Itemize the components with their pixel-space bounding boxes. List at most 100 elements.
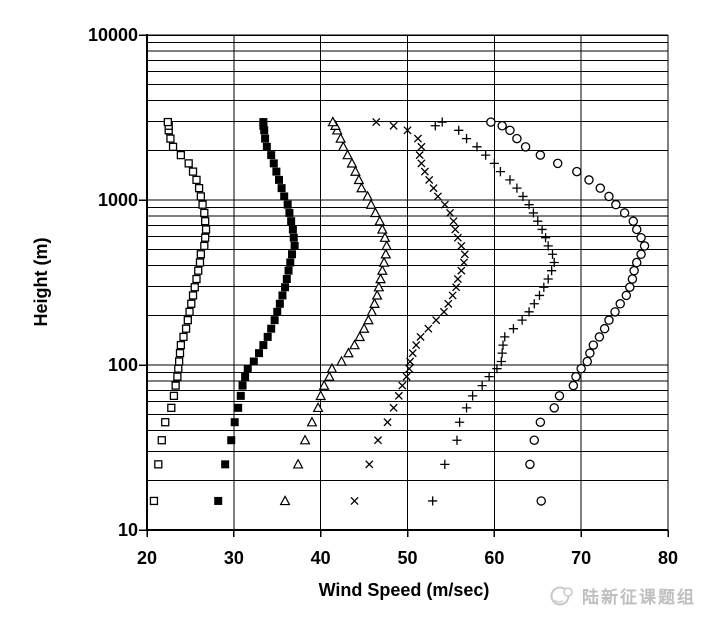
marker-open-triangle	[363, 314, 374, 325]
marker-cross	[460, 250, 469, 259]
marker-open-circle	[520, 142, 531, 152]
marker-cross	[432, 316, 441, 325]
marker-cross	[448, 291, 457, 300]
marker-cross	[389, 121, 398, 130]
marker-filled-square	[249, 357, 258, 366]
marker-plus	[539, 282, 549, 292]
marker-cross	[406, 357, 415, 366]
marker-filled-square	[267, 151, 276, 160]
marker-cross	[383, 418, 392, 427]
marker-open-triangle	[335, 132, 347, 143]
marker-open-circle	[568, 380, 579, 391]
marker-open-triangle	[346, 157, 358, 168]
marker-open-circle	[571, 371, 581, 382]
marker-open-triangle	[343, 347, 354, 358]
x-tick-label: 80	[658, 548, 678, 568]
marker-open-square	[176, 150, 186, 160]
marker-open-triangle	[369, 297, 380, 308]
marker-filled-square	[285, 208, 294, 217]
marker-open-triangle	[354, 331, 366, 342]
marker-cross	[453, 233, 462, 242]
marker-filled-square	[259, 118, 268, 127]
watermark-text: 陆新征课题组	[582, 588, 696, 607]
marker-filled-square	[277, 184, 286, 193]
series-filled-square	[214, 118, 299, 505]
y-axis-title: Height (m)	[31, 238, 51, 327]
marker-filled-square	[238, 381, 247, 390]
marker-plus	[549, 257, 559, 268]
x-tick-label: 60	[484, 548, 504, 568]
marker-cross	[425, 175, 434, 184]
marker-open-triangle	[323, 370, 335, 381]
marker-filled-square	[288, 225, 297, 234]
marker-plus	[452, 435, 462, 445]
marker-open-circle	[584, 175, 594, 185]
marker-open-triangle	[366, 305, 378, 317]
marker-open-circle	[627, 274, 638, 284]
marker-cross	[417, 142, 426, 151]
marker-open-square	[163, 117, 172, 127]
marker-open-square	[169, 391, 179, 401]
marker-filled-square	[270, 316, 279, 325]
marker-plus	[492, 364, 502, 374]
series-plus	[428, 117, 559, 506]
marker-plus	[484, 372, 494, 382]
watermark-logo-icon	[550, 586, 573, 605]
marker-plus	[477, 381, 487, 391]
marker-filled-square	[214, 496, 223, 505]
marker-open-square	[201, 225, 211, 234]
marker-open-square	[184, 159, 193, 168]
marker-filled-square	[241, 372, 250, 381]
marker-open-triangle	[375, 273, 386, 284]
marker-open-circle	[497, 121, 507, 131]
marker-filled-square	[262, 142, 271, 151]
marker-filled-square	[287, 217, 296, 226]
marker-open-triangle	[379, 231, 391, 242]
marker-cross	[405, 364, 414, 373]
tick-label-layer: 20 30 40 50 60 70 80 10 100 1000 10000	[88, 25, 678, 568]
marker-filled-square	[260, 126, 269, 135]
y-tick-label: 1000	[98, 190, 138, 210]
marker-plus	[533, 216, 543, 226]
marker-open-square	[183, 315, 192, 325]
series-open-square	[149, 117, 211, 506]
marker-open-circle	[628, 216, 639, 226]
marker-open-triangle	[327, 116, 339, 127]
marker-open-circle	[604, 191, 614, 202]
marker-layer	[149, 116, 650, 506]
marker-open-circle	[595, 183, 606, 193]
marker-plus	[529, 299, 539, 309]
marker-open-triangle	[369, 207, 381, 218]
marker-cross	[457, 241, 466, 250]
marker-open-triangle	[376, 223, 388, 234]
marker-open-circle	[636, 249, 646, 260]
marker-open-circle	[549, 403, 559, 413]
x-axis-title: Wind Speed (m/sec)	[319, 580, 490, 600]
marker-open-circle	[582, 356, 592, 367]
marker-filled-square	[227, 436, 236, 445]
marker-open-circle	[619, 208, 630, 218]
marker-open-triangle	[356, 182, 367, 193]
marker-plus	[472, 142, 482, 152]
marker-open-square	[168, 142, 178, 151]
marker-open-square	[190, 283, 199, 292]
marker-open-square	[194, 183, 204, 193]
marker-open-circle	[631, 224, 642, 235]
marker-plus	[481, 150, 491, 160]
marker-cross	[429, 184, 438, 193]
marker-open-square	[192, 175, 201, 185]
marker-filled-square	[230, 418, 239, 427]
marker-plus	[537, 224, 547, 235]
marker-plus	[437, 117, 447, 127]
marker-open-circle	[625, 282, 635, 292]
marker-filled-square	[290, 241, 299, 250]
marker-open-square	[166, 134, 175, 143]
marker-filled-square	[278, 291, 287, 300]
marker-filled-square	[282, 275, 291, 284]
marker-plus	[540, 233, 551, 243]
marker-open-circle	[604, 315, 614, 325]
marker-open-square	[200, 208, 209, 218]
marker-open-square	[149, 496, 159, 506]
marker-open-circle	[535, 417, 546, 427]
